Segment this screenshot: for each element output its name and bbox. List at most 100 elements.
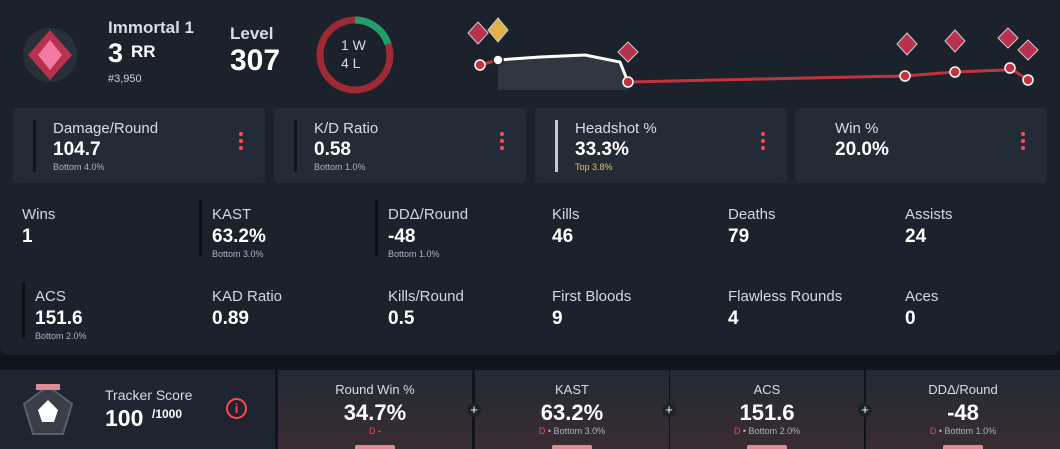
column-label: DDΔ/Round xyxy=(928,382,998,397)
wl-win-arc xyxy=(354,16,392,46)
tracker-column: Round Win % 34.7% D - xyxy=(278,370,472,449)
stat-value: 0.5 xyxy=(388,308,415,329)
tracker-column: ACS 151.6 D • Bottom 2.0% xyxy=(670,370,864,449)
card-value: 0.58 xyxy=(314,139,351,160)
more-button[interactable] xyxy=(1021,132,1025,153)
stat-card: Win % 20.0% xyxy=(795,108,1047,183)
stat-label: KAST xyxy=(212,206,252,223)
stat-label: Wins xyxy=(22,206,56,223)
stat-value: 4 xyxy=(728,308,739,329)
stat-value: 0 xyxy=(905,308,916,329)
add-button[interactable]: + xyxy=(662,403,676,417)
percentile-bar xyxy=(294,120,297,172)
tracker-score: 100 xyxy=(105,405,144,431)
losses: 4 L xyxy=(341,55,361,71)
grade-bar xyxy=(943,445,983,449)
card-percentile: Bottom 4.0% xyxy=(53,162,105,172)
more-button[interactable] xyxy=(239,132,243,153)
stat-label: Kills/Round xyxy=(388,288,464,305)
rr-unit: RR xyxy=(131,42,156,61)
header-graphics xyxy=(23,16,1039,94)
stat-label: Aces xyxy=(905,288,939,305)
stat-value: -48 xyxy=(388,226,416,247)
stat-label: DDΔ/Round xyxy=(388,206,469,223)
grade: D xyxy=(538,426,546,436)
stat-card: K/D Ratio 0.58 Bottom 1.0% xyxy=(274,108,526,183)
grade: D xyxy=(369,426,376,436)
add-button[interactable]: + xyxy=(858,403,872,417)
stat-value: 79 xyxy=(728,226,750,247)
column-label: Round Win % xyxy=(335,382,415,397)
card-value: 20.0% xyxy=(835,139,889,160)
stat-label: First Bloods xyxy=(552,288,632,305)
column-value: -48 xyxy=(947,400,979,425)
stat-percentile: Bottom 3.0% xyxy=(212,249,264,259)
percentile-bar xyxy=(555,120,558,172)
column-value: 34.7% xyxy=(343,400,407,425)
more-button[interactable] xyxy=(761,132,765,153)
percentile-bar xyxy=(375,200,378,256)
stat-value: 9 xyxy=(552,308,563,329)
stat-label: Kills xyxy=(552,206,580,223)
card-value: 104.7 xyxy=(53,139,101,160)
tracker-column: DDΔ/Round -48 D • Bottom 1.0% xyxy=(866,370,1060,449)
rank-line xyxy=(497,53,630,83)
tracker-column: KAST 63.2% D • Bottom 3.0% xyxy=(475,370,669,449)
rank-badges xyxy=(467,17,1039,63)
stat-percentile: Bottom 2.0% xyxy=(35,331,87,341)
stat-label: Flawless Rounds xyxy=(728,288,843,305)
stat-label: ACS xyxy=(35,288,66,305)
wins: 1 W xyxy=(341,37,366,53)
grade-detail: • Bottom 1.0% xyxy=(936,426,997,436)
stat-value: 63.2% xyxy=(212,226,266,247)
grade: D xyxy=(733,426,741,436)
grade: D xyxy=(929,426,937,436)
rank-name: Immortal 1 xyxy=(108,18,194,37)
stat-value: 1 xyxy=(22,226,33,247)
card-label: Win % xyxy=(835,120,879,137)
percentile-bar xyxy=(33,120,36,172)
level-value: 307 xyxy=(230,44,281,77)
card-value: 33.3% xyxy=(575,139,629,160)
info-button[interactable]: i xyxy=(226,398,247,419)
stat-value: 0.89 xyxy=(212,308,249,329)
rank-icon-core xyxy=(38,40,62,70)
stat-value: 46 xyxy=(552,226,574,247)
card-label: Damage/Round xyxy=(53,120,159,137)
percentile-bar xyxy=(22,282,25,338)
stat-label: KAD Ratio xyxy=(212,288,283,305)
stat-card: Headshot % 33.3% Top 3.8% xyxy=(535,108,787,183)
tracker-max: /1000 xyxy=(152,407,183,421)
leaderboard-rank: #3,950 xyxy=(108,73,142,85)
column-label: ACS xyxy=(753,382,781,397)
level-label: Level xyxy=(230,24,274,43)
rank-area xyxy=(498,55,628,90)
rank-rr: 3 xyxy=(108,38,124,68)
grade-detail: • Bottom 3.0% xyxy=(545,426,606,436)
column-value: 63.2% xyxy=(540,400,604,425)
stat-value: 24 xyxy=(905,226,927,247)
column-grade: D • Bottom 1.0% xyxy=(866,426,1060,436)
grade-bar xyxy=(552,445,592,449)
column-label: KAST xyxy=(555,382,589,397)
column-grade: D • Bottom 2.0% xyxy=(670,426,864,436)
stat-label: Deaths xyxy=(728,206,776,223)
card-label: Headshot % xyxy=(575,120,657,137)
column-value: 151.6 xyxy=(739,400,795,425)
stat-label: Assists xyxy=(905,206,953,223)
rank-line xyxy=(627,66,1029,84)
tracker-icon xyxy=(22,384,74,435)
grade-detail: • Bottom 2.0% xyxy=(740,426,801,436)
tracker-label: Tracker Score xyxy=(105,387,193,403)
grade-detail: - xyxy=(375,426,381,436)
rank-points xyxy=(474,54,1034,88)
column-grade: D • Bottom 3.0% xyxy=(475,426,669,436)
grade-bar xyxy=(747,445,787,449)
stat-value: 151.6 xyxy=(35,308,83,329)
card-percentile: Top 3.8% xyxy=(575,162,613,172)
card-label: K/D Ratio xyxy=(314,120,379,137)
percentile-bar xyxy=(199,200,202,256)
more-button[interactable] xyxy=(500,132,504,153)
add-button[interactable]: + xyxy=(467,403,481,417)
